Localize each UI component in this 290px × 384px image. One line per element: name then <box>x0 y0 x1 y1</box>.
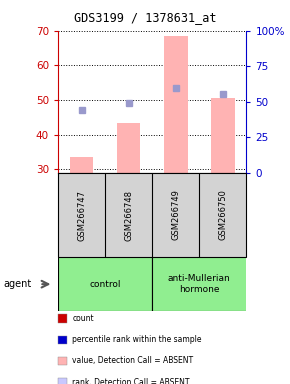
Text: value, Detection Call = ABSENT: value, Detection Call = ABSENT <box>72 356 194 366</box>
Text: percentile rank within the sample: percentile rank within the sample <box>72 335 202 344</box>
Bar <box>211 98 235 173</box>
Text: GSM266747: GSM266747 <box>77 190 86 240</box>
Text: GDS3199 / 1378631_at: GDS3199 / 1378631_at <box>74 11 216 24</box>
Bar <box>117 122 140 173</box>
Text: GSM266750: GSM266750 <box>218 190 227 240</box>
Bar <box>152 257 246 311</box>
Text: count: count <box>72 314 94 323</box>
Bar <box>70 157 93 173</box>
Bar <box>58 257 152 311</box>
Text: GSM266748: GSM266748 <box>124 190 133 240</box>
Text: rank, Detection Call = ABSENT: rank, Detection Call = ABSENT <box>72 377 190 384</box>
Text: agent: agent <box>3 279 31 289</box>
Text: GSM266749: GSM266749 <box>171 190 180 240</box>
Text: control: control <box>89 280 121 289</box>
Text: anti-Mullerian
hormone: anti-Mullerian hormone <box>168 274 231 294</box>
Bar <box>164 36 188 173</box>
